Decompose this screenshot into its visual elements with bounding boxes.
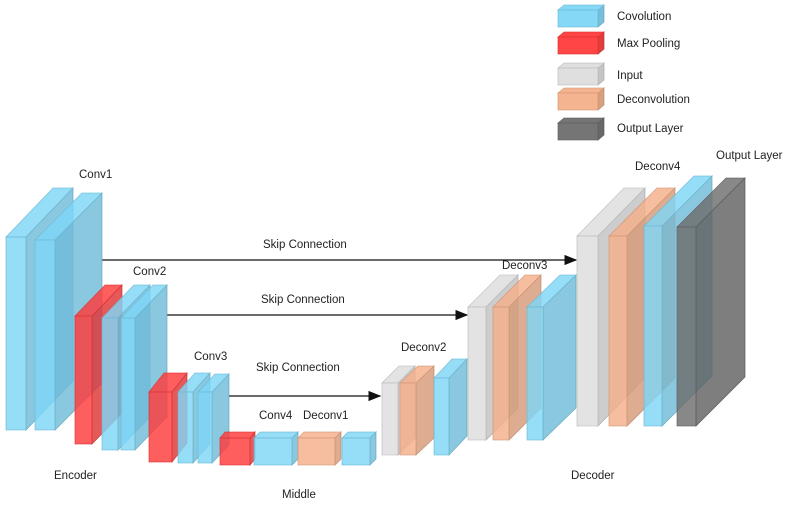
pool3-layer-top — [219, 431, 256, 439]
legend-swatch-deconvolution — [556, 87, 606, 111]
deconv1-layer-top — [297, 431, 342, 439]
label-conv2: Conv2 — [133, 266, 167, 278]
pool3-layer-front — [219, 437, 251, 466]
deconv3-input-front — [467, 306, 487, 441]
deconv1-layer — [297, 431, 342, 466]
conv1-layer-a-front — [5, 236, 27, 431]
deconv4-input-front — [576, 235, 599, 427]
conv4-layer-top — [253, 431, 299, 439]
legend-label-max-pooling: Max Pooling — [617, 38, 681, 50]
deconv2-conv-front — [433, 377, 450, 456]
deconv2-deconv-front — [399, 382, 417, 456]
legend-swatch-output-layer-front — [557, 122, 599, 141]
pool1-layer-front — [74, 315, 93, 445]
deconv3-conv — [526, 274, 577, 441]
deconv2-conv — [433, 357, 468, 457]
label-conv4: Conv4 — [259, 410, 293, 422]
output-layer-block-front — [676, 226, 697, 427]
conv2-layer-b-front — [120, 317, 136, 451]
deconv4-conv-front — [643, 225, 663, 427]
label-decoder: Decoder — [571, 470, 615, 482]
label-output-layer: Output Layer — [716, 150, 783, 162]
label-skip-connection-3: Skip Connection — [256, 362, 340, 374]
legend-swatch-convolution-front — [557, 9, 599, 28]
legend-label-output-layer: Output Layer — [617, 123, 684, 135]
conv4-layer — [253, 431, 299, 466]
deconv3-conv-front — [526, 306, 544, 441]
legend-swatch-convolution-top — [556, 4, 606, 11]
label-encoder: Encoder — [54, 470, 97, 482]
legend-swatch-input — [556, 62, 606, 86]
legend-swatch-input-front — [557, 67, 599, 86]
conv3-layer-b — [197, 372, 230, 465]
label-skip-connection-1: Skip Connection — [263, 239, 347, 251]
pool2-layer-front — [148, 391, 173, 463]
legend-swatch-output-layer-top — [556, 117, 606, 124]
label-deconv1: Deconv1 — [303, 410, 349, 422]
deconv2-deconv — [398, 365, 436, 456]
label-conv1: Conv1 — [79, 169, 113, 181]
deconv2-input-front — [381, 382, 399, 456]
middle-conv-layer — [341, 431, 377, 466]
label-conv3: Conv3 — [194, 351, 228, 363]
middle-conv-layer-front — [341, 437, 371, 466]
legend-swatch-max-pooling-top — [556, 31, 606, 38]
conv4-layer-front — [253, 437, 293, 466]
deconv3-deconv-front — [492, 306, 510, 441]
conv3-layer-b-front — [197, 391, 213, 464]
output-layer-block — [676, 177, 746, 427]
middle-conv-layer-top — [341, 431, 377, 439]
legend-swatch-max-pooling — [556, 31, 606, 55]
label-deconv4: Deconv4 — [635, 161, 681, 173]
legend-swatch-deconvolution-top — [556, 87, 606, 94]
legend-swatch-input-top — [556, 62, 606, 69]
legend-swatch-output-layer — [556, 117, 606, 141]
conv1-layer-b-front — [34, 239, 56, 431]
legend-label-input: Input — [617, 70, 643, 82]
legend-label-deconvolution: Deconvolution — [617, 94, 690, 106]
legend-swatch-deconvolution-front — [557, 92, 599, 111]
deconv1-layer-front — [297, 437, 336, 466]
label-deconv3: Deconv3 — [502, 260, 548, 272]
label-skip-connection-2: Skip Connection — [261, 294, 345, 306]
label-deconv2: Deconv2 — [401, 342, 447, 354]
conv2-layer-a-front — [101, 317, 119, 451]
pool3-layer — [219, 430, 256, 467]
legend-swatch-convolution — [556, 4, 606, 28]
conv3-layer-a-front — [177, 391, 194, 464]
label-middle: Middle — [282, 489, 316, 501]
deconv4-deconv-front — [608, 235, 628, 427]
legend-swatch-max-pooling-front — [557, 36, 599, 55]
legend-label-convolution: Covolution — [617, 11, 672, 23]
